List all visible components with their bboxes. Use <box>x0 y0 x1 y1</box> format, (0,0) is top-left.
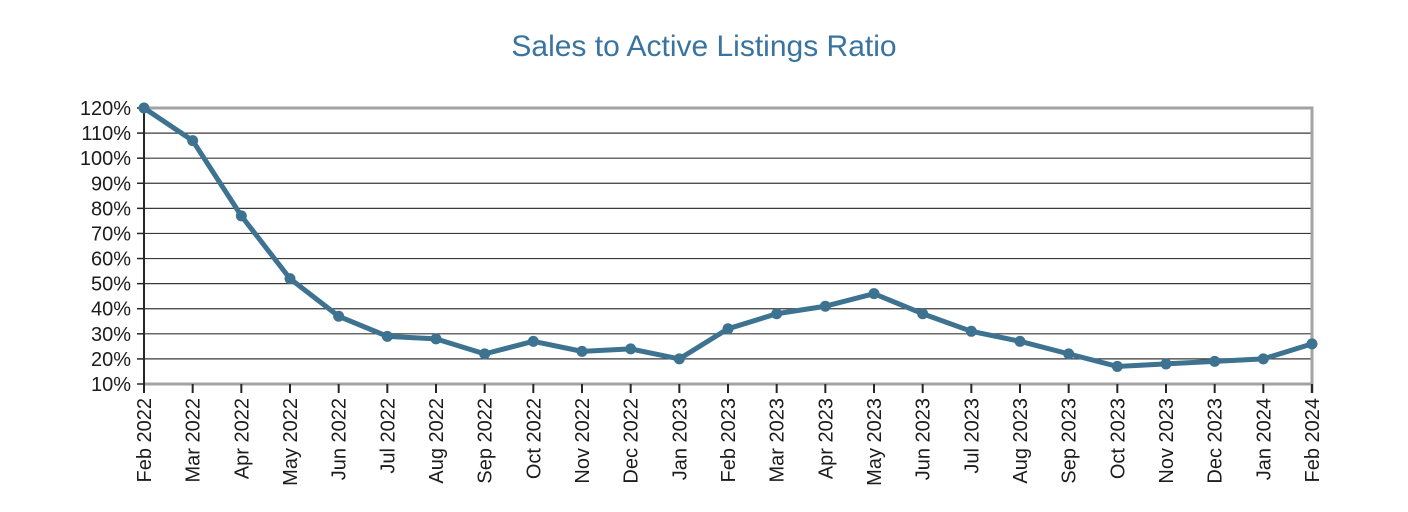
x-axis-label: Aug 2023 <box>1010 398 1032 484</box>
x-axis-label: Jul 2023 <box>961 398 983 474</box>
data-point <box>527 335 539 347</box>
data-point <box>1014 335 1026 347</box>
data-point <box>284 273 296 285</box>
data-point <box>576 345 588 357</box>
x-axis-label: Oct 2022 <box>523 398 545 479</box>
x-axis-label: Sep 2023 <box>1059 398 1081 484</box>
data-point <box>1111 360 1123 372</box>
data-point <box>722 323 734 335</box>
y-axis-label: 90% <box>91 173 131 195</box>
y-axis-label: 80% <box>91 198 131 220</box>
x-axis-label: Dec 2022 <box>621 398 643 484</box>
data-point <box>868 288 880 300</box>
x-axis-label: Mar 2022 <box>183 398 205 483</box>
x-axis-label: Apr 2023 <box>815 398 837 479</box>
x-axis-label: Feb 2024 <box>1302 398 1324 483</box>
x-axis-label: Jun 2023 <box>913 398 935 480</box>
data-point <box>819 300 831 312</box>
x-axis-label: Jun 2022 <box>329 398 351 480</box>
x-axis-label: Apr 2022 <box>231 398 253 479</box>
data-point <box>1257 353 1269 365</box>
data-point <box>771 308 783 320</box>
y-axis-label: 110% <box>81 123 131 145</box>
data-point <box>1209 355 1221 367</box>
data-point <box>187 135 199 147</box>
x-axis-label: Feb 2023 <box>718 398 740 483</box>
x-axis-label: Sep 2022 <box>475 398 497 484</box>
data-point <box>965 325 977 337</box>
x-axis-label: Mar 2023 <box>767 398 789 483</box>
x-axis-label: Aug 2022 <box>426 398 448 484</box>
x-axis-label: May 2023 <box>864 398 886 486</box>
data-point <box>381 330 393 342</box>
data-point <box>1160 358 1172 370</box>
x-axis-label: Dec 2023 <box>1205 398 1227 484</box>
data-point <box>479 348 491 360</box>
y-axis-label: 100% <box>80 148 131 170</box>
x-axis-label: May 2022 <box>280 398 302 486</box>
data-point <box>333 310 345 322</box>
x-axis-label: Jan 2023 <box>669 398 691 480</box>
data-point <box>138 102 150 114</box>
data-point <box>1063 348 1075 360</box>
y-axis-label: 120% <box>80 98 131 120</box>
x-axis-label: Nov 2022 <box>572 398 594 484</box>
y-axis-label: 70% <box>91 223 131 245</box>
data-point <box>673 353 685 365</box>
data-point <box>625 343 637 355</box>
data-point <box>1306 338 1318 350</box>
data-point <box>430 333 442 345</box>
y-axis-label: 60% <box>91 249 131 271</box>
x-axis-label: Oct 2023 <box>1107 398 1129 479</box>
data-point <box>917 308 929 320</box>
x-axis-label: Feb 2022 <box>134 398 156 483</box>
x-axis-label: Jan 2024 <box>1253 398 1275 480</box>
y-axis-label: 20% <box>91 349 131 371</box>
x-axis-label: Jul 2022 <box>377 398 399 474</box>
y-axis-label: 40% <box>91 299 131 321</box>
y-axis-label: 30% <box>91 324 131 346</box>
chart-title: Sales to Active Listings Ratio <box>511 30 897 63</box>
x-axis-label: Nov 2023 <box>1156 398 1178 484</box>
y-axis-label: 50% <box>91 274 131 296</box>
y-axis-label: 10% <box>91 374 131 396</box>
data-point <box>235 210 247 222</box>
